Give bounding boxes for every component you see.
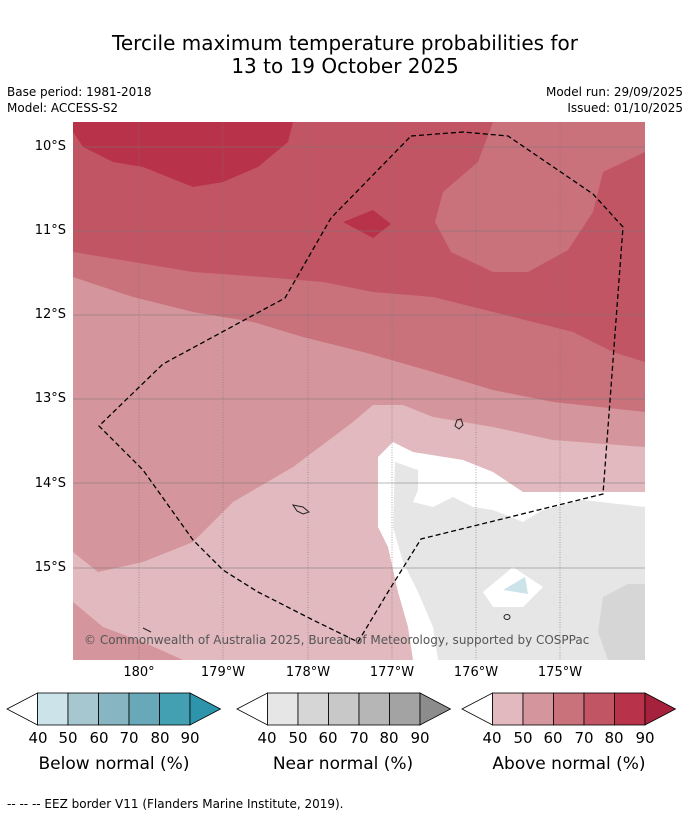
colorbar-near-title: Near normal (%) [272, 754, 414, 774]
tick-label: 60 [543, 729, 563, 747]
copyright-notice: © Commonwealth of Australia 2025, Bureau… [84, 633, 590, 647]
colorbar-near-segment [389, 692, 421, 726]
colorbar-near-segment [358, 692, 390, 726]
tick-label: 90 [180, 729, 200, 747]
near-normal-50-60-patch [598, 584, 645, 660]
lat-label: 14°S [34, 476, 66, 491]
tick-label: 50 [513, 729, 533, 747]
eez-border [98, 131, 624, 643]
tick-label: 80 [604, 729, 624, 747]
colorbar-below-segment [98, 692, 130, 726]
above-normal-50-60-south [73, 602, 183, 660]
colorbar-below-segment [37, 692, 69, 726]
colorbar-near-extend-high [419, 692, 452, 726]
colorbar-below-segment [128, 692, 160, 726]
tick-label: 40 [482, 729, 502, 747]
title-line-2: 13 to 19 October 2025 [231, 54, 459, 78]
tick-label: 50 [288, 729, 308, 747]
probability-map [73, 122, 645, 660]
below-normal-40-50-patch [503, 577, 528, 594]
island-outline [291, 504, 311, 515]
colorbar-above-segment [614, 692, 646, 726]
above-normal-80-90-area [73, 122, 293, 187]
lon-label: 179°W [200, 665, 246, 680]
island-outline [454, 418, 464, 430]
tick-label: 70 [349, 729, 369, 747]
lat-label: 12°S [34, 307, 66, 322]
colorbar-above-extend-low [461, 692, 493, 726]
colorbar-above-segment [492, 692, 524, 726]
lat-label: 10°S [34, 139, 66, 154]
colorbar-legends [6, 692, 677, 726]
colorbar-near-extend-low [236, 692, 268, 726]
colorbar-below-segment [67, 692, 99, 726]
title-line-1: Tercile maximum temperature probabilitie… [112, 31, 578, 55]
lon-label: 176°W [453, 665, 499, 680]
colorbar-below-extend-high [189, 692, 222, 726]
colorbar-above-title: Above normal (%) [492, 754, 646, 774]
near-normal-40-50-area [393, 462, 645, 660]
eez-footnote: -- -- -- EEZ border V11 (Flanders Marine… [7, 797, 344, 811]
lat-label: 13°S [34, 391, 66, 406]
tick-label: 70 [574, 729, 594, 747]
tick-label: 40 [257, 729, 277, 747]
lon-label: 175°W [537, 665, 583, 680]
graticule [138, 122, 561, 660]
model-run: Model run: 29/09/2025 [545, 85, 683, 99]
tick-label: 90 [410, 729, 430, 747]
tick-label: 90 [635, 729, 655, 747]
colorbar-above-segment [553, 692, 585, 726]
tick-label: 80 [150, 729, 170, 747]
tick-label: 70 [119, 729, 139, 747]
colorbar-below-extend-low [6, 692, 38, 726]
colorbar-above-segment [522, 692, 554, 726]
tick-label: 40 [28, 729, 48, 747]
island-outline [142, 627, 152, 633]
base-period: Base period: 1981-2018 [7, 85, 152, 99]
tick-label: 50 [58, 729, 78, 747]
model-name: Model: ACCESS-S2 [7, 101, 119, 115]
issued-date: Issued: 01/10/2025 [567, 101, 683, 115]
colorbar-near-segment [328, 692, 360, 726]
lat-label: 15°S [34, 560, 66, 575]
lon-label: 177°W [369, 665, 415, 680]
lon-label: 180° [123, 665, 155, 680]
lon-label: 178°W [285, 665, 331, 680]
tick-label: 60 [89, 729, 109, 747]
lat-label: 11°S [34, 223, 66, 238]
colorbar-below-segment [159, 692, 191, 726]
tick-label: 80 [379, 729, 399, 747]
island-outline [503, 614, 511, 620]
colorbar-near-segment [267, 692, 299, 726]
colorbar-near-segment [297, 692, 329, 726]
colorbar-above-segment [583, 692, 615, 726]
colorbar-above-extend-high [644, 692, 677, 726]
colorbar-below-title: Below normal (%) [38, 754, 190, 774]
tick-label: 60 [318, 729, 338, 747]
